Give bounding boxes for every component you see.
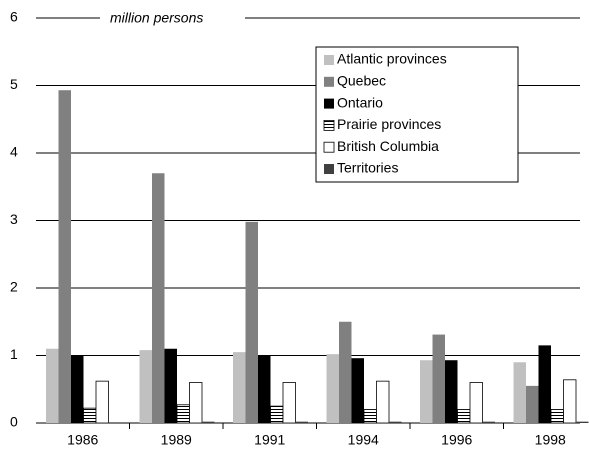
y-tick-label: 5 [10,76,18,92]
legend-swatch [324,98,334,109]
bar [95,380,109,424]
bar [202,421,215,423]
legend-swatch [323,141,335,153]
x-tick-label: 1989 [161,432,192,448]
bar [282,382,296,424]
bar [326,354,339,423]
x-tick-label: 1994 [348,432,379,448]
legend-label: British Columbia [337,138,439,154]
bar [563,379,577,424]
bar [46,348,59,423]
y-tick-label: 3 [10,211,18,227]
bar [389,421,402,423]
legend-label: Ontario [337,94,383,110]
legend-swatch [324,55,334,65]
bar [339,321,352,423]
bar [58,90,71,423]
bar [526,385,539,423]
bar [83,407,97,424]
bar [363,409,377,424]
x-tick-label: 1998 [535,432,566,448]
bar [176,404,190,424]
bar [457,409,471,424]
bar [432,334,445,423]
bar [445,360,458,423]
bar [538,345,551,423]
bar [164,348,177,423]
legend-label: Quebec [337,73,386,89]
legend-swatch [324,164,334,174]
bar [71,355,84,423]
legend-box [315,46,519,183]
bar [245,221,258,423]
bar [270,405,284,424]
x-tick-label: 1996 [441,432,472,448]
legend-swatch [324,76,334,87]
bar [576,421,589,423]
y-tick-label: 4 [10,144,18,160]
label-backdrop [100,8,245,28]
y-tick-label: 2 [10,279,18,295]
legend-label: Prairie provinces [337,116,441,132]
bar [233,352,246,423]
y-tick-label: 1 [10,346,18,362]
legend-swatch [323,120,335,131]
bar [351,358,364,423]
legend-label: Atlantic provinces [337,51,447,67]
bar [139,350,152,423]
bar [550,409,564,424]
bar [420,360,433,423]
bar [469,382,483,424]
x-tick-label: 1986 [67,432,98,448]
bar [513,362,526,423]
bar [258,355,271,423]
legend-label: Territories [337,160,398,176]
bar [482,421,495,423]
bar [295,421,308,423]
bar [189,382,203,424]
y-tick-label: 6 [10,9,18,25]
x-tick-label: 1991 [254,432,285,448]
bar [152,173,165,423]
bar [108,422,121,423]
unit-label: million persons [110,10,203,26]
y-tick-label: 0 [10,414,18,430]
bar [376,380,390,424]
